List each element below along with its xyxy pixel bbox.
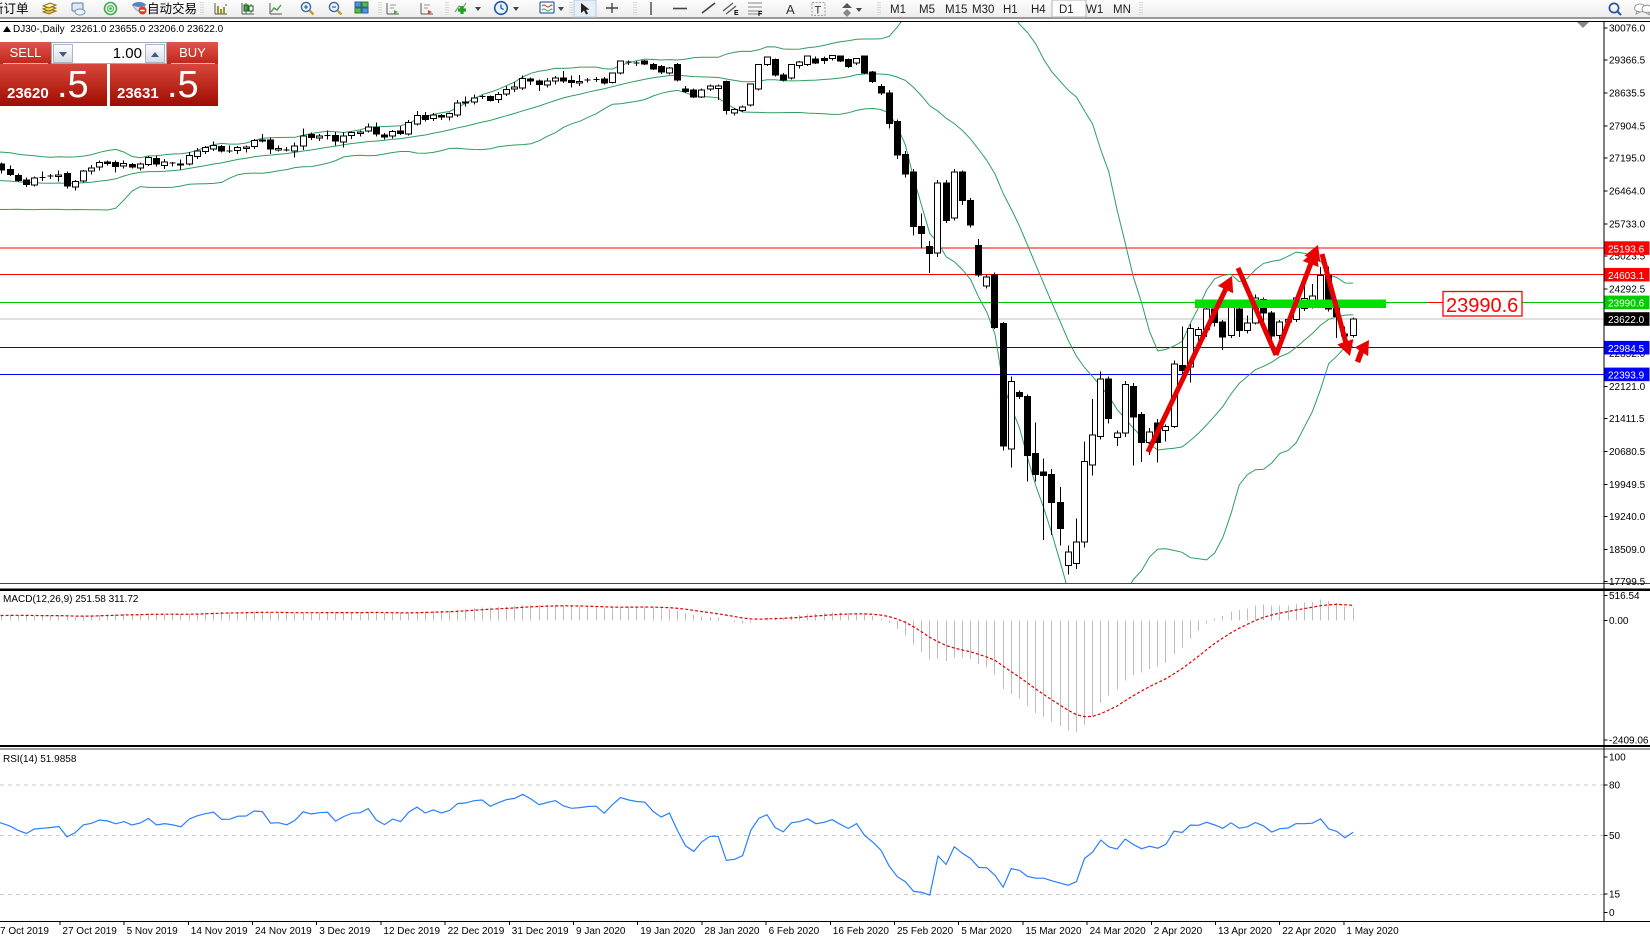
svg-text:27 Oct 2019: 27 Oct 2019 (62, 926, 117, 937)
svg-text:24292.5: 24292.5 (1609, 284, 1646, 295)
svg-text:22393.9: 22393.9 (1608, 371, 1645, 382)
svg-text:28635.5: 28635.5 (1609, 88, 1646, 99)
svg-text:0.00: 0.00 (1609, 616, 1629, 627)
svg-text:50: 50 (1609, 831, 1621, 842)
svg-text:22984.5: 22984.5 (1608, 344, 1645, 355)
svg-text:1 May 2020: 1 May 2020 (1346, 926, 1399, 937)
svg-text:W1: W1 (1086, 4, 1103, 16)
svg-text:25 Feb 2020: 25 Feb 2020 (897, 926, 954, 937)
svg-text:RSI(14) 51.9858: RSI(14) 51.9858 (3, 754, 77, 765)
svg-text:5 Mar 2020: 5 Mar 2020 (961, 926, 1012, 937)
svg-text:M15: M15 (945, 4, 967, 16)
svg-text:12 Dec 2019: 12 Dec 2019 (383, 926, 440, 937)
svg-text:24 Nov 2019: 24 Nov 2019 (255, 926, 312, 937)
svg-text:15 Mar 2020: 15 Mar 2020 (1025, 926, 1082, 937)
svg-text:D1: D1 (1059, 4, 1074, 16)
svg-text:H1: H1 (1003, 4, 1018, 16)
svg-text:27904.5: 27904.5 (1609, 121, 1646, 132)
svg-text:22852.0: 22852.0 (1609, 349, 1646, 360)
svg-text:26464.0: 26464.0 (1609, 186, 1646, 197)
svg-text:24603.1: 24603.1 (1608, 271, 1645, 282)
svg-text:0: 0 (1609, 908, 1615, 919)
svg-text:18509.0: 18509.0 (1609, 545, 1646, 556)
svg-text:23622.0: 23622.0 (1608, 315, 1645, 326)
svg-text:80: 80 (1609, 781, 1621, 792)
svg-text:25023.5: 25023.5 (1609, 251, 1646, 262)
svg-text:H4: H4 (1031, 4, 1046, 16)
svg-text:28 Jan 2020: 28 Jan 2020 (704, 926, 759, 937)
svg-text:516.54: 516.54 (1609, 591, 1640, 602)
svg-text:2 Apr 2020: 2 Apr 2020 (1154, 926, 1203, 937)
svg-text:24 Mar 2020: 24 Mar 2020 (1090, 926, 1147, 937)
svg-text:A: A (786, 2, 795, 17)
svg-text:19 Jan 2020: 19 Jan 2020 (640, 926, 695, 937)
svg-text:F: F (758, 11, 763, 18)
svg-text:19949.5: 19949.5 (1609, 480, 1646, 491)
svg-text:19240.0: 19240.0 (1609, 512, 1646, 523)
svg-text:6 Feb 2020: 6 Feb 2020 (769, 926, 820, 937)
svg-text:MN: MN (1113, 4, 1131, 16)
svg-text:17799.5: 17799.5 (1609, 577, 1646, 588)
svg-text:自动交易: 自动交易 (147, 1, 197, 16)
svg-text:22 Apr 2020: 22 Apr 2020 (1282, 926, 1336, 937)
svg-text:23990.6: 23990.6 (1608, 299, 1645, 310)
svg-text:30076.0: 30076.0 (1609, 24, 1646, 35)
svg-text:-2409.06: -2409.06 (1609, 736, 1649, 747)
svg-text:29366.5: 29366.5 (1609, 56, 1646, 67)
svg-text:27195.0: 27195.0 (1609, 153, 1646, 164)
svg-text:MACD(12,26,9) 251.58 311.72: MACD(12,26,9) 251.58 311.72 (3, 594, 139, 605)
svg-text:7 Oct 2019: 7 Oct 2019 (0, 926, 49, 937)
svg-text:3 Dec 2019: 3 Dec 2019 (319, 926, 371, 937)
svg-text:16 Feb 2020: 16 Feb 2020 (833, 926, 890, 937)
svg-text:25733.0: 25733.0 (1609, 219, 1646, 230)
svg-text:31 Dec 2019: 31 Dec 2019 (512, 926, 569, 937)
svg-text:M30: M30 (972, 4, 994, 16)
svg-text:DJ30-,Daily 23261.0 23655.0 2: DJ30-,Daily 23261.0 23655.0 23206.0 2362… (13, 24, 224, 35)
svg-text:5 Nov 2019: 5 Nov 2019 (127, 926, 179, 937)
svg-text:14 Nov 2019: 14 Nov 2019 (191, 926, 248, 937)
svg-text:23990.6: 23990.6 (1446, 295, 1518, 317)
svg-text:20680.5: 20680.5 (1609, 447, 1646, 458)
svg-text:21411.5: 21411.5 (1609, 414, 1645, 425)
svg-text:100: 100 (1609, 753, 1626, 764)
svg-text:22 Dec 2019: 22 Dec 2019 (448, 926, 505, 937)
svg-text:15: 15 (1609, 890, 1621, 901)
svg-text:13 Apr 2020: 13 Apr 2020 (1218, 926, 1272, 937)
svg-text:25193.6: 25193.6 (1608, 244, 1645, 255)
svg-text:M5: M5 (919, 4, 935, 16)
svg-text:E: E (734, 10, 739, 17)
svg-text:22121.0: 22121.0 (1609, 382, 1646, 393)
svg-text:M1: M1 (890, 4, 906, 16)
svg-text:9 Jan 2020: 9 Jan 2020 (576, 926, 626, 937)
svg-text:T: T (815, 5, 822, 17)
svg-text:新订单: 新订单 (0, 1, 29, 16)
